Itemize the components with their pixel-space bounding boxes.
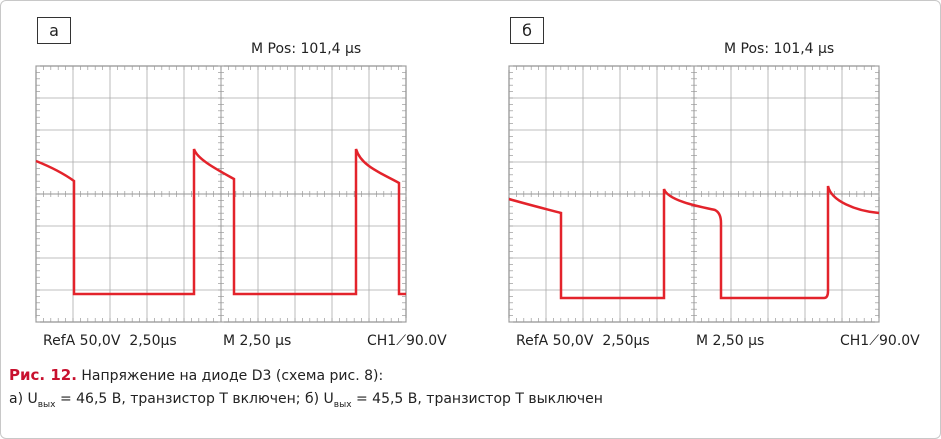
figure: а M Pos: 101,4 µs RefA 50,0V 2,50µs M 2,… bbox=[0, 0, 941, 439]
ref-settings: RefA 50,0V 2,50µs bbox=[516, 333, 650, 349]
m-pos: M Pos: 101,4 µs bbox=[724, 41, 834, 57]
m-pos: M Pos: 101,4 µs bbox=[251, 41, 361, 57]
subscript: вых bbox=[334, 400, 352, 410]
caption-line: Рис. 12. Напряжение на диоде D3 (схема р… bbox=[9, 366, 383, 384]
figure-number: Рис. 12. bbox=[9, 366, 77, 384]
caption-line: а) Uвых = 46,5 В, транзистор Т включен; … bbox=[9, 391, 603, 410]
trigger: CH1⟋90.0V bbox=[840, 333, 920, 349]
caption-text: = 45,5 В, транзистор Т выключен bbox=[352, 391, 603, 407]
caption-text: а) U bbox=[9, 391, 38, 407]
ref-settings: RefA 50,0V 2,50µs bbox=[43, 333, 177, 349]
caption-title: Напряжение на диоде D3 (схема рис. 8): bbox=[81, 368, 383, 384]
panel-label: а bbox=[37, 17, 71, 44]
panel-label: б bbox=[510, 17, 544, 44]
trigger: CH1⟋90.0V bbox=[367, 333, 447, 349]
subscript: вых bbox=[38, 400, 56, 410]
caption-text: = 46,5 В, транзистор Т включен; б) U bbox=[56, 391, 334, 407]
timebase: M 2,50 µs bbox=[223, 333, 291, 349]
timebase: M 2,50 µs bbox=[696, 333, 764, 349]
